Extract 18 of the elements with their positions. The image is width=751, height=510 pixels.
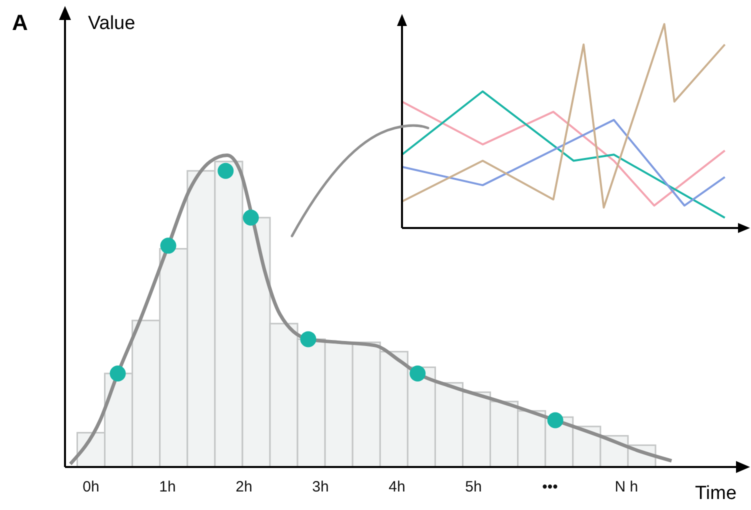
x-tick-label: 2h (236, 478, 252, 496)
x-tick-label: 1h (159, 478, 176, 496)
x-tick-label: 3h (312, 478, 329, 496)
x-tick-label: 4h (388, 478, 406, 496)
x-tick-label: 5h (465, 478, 482, 496)
x-tick-label: ••• (542, 478, 558, 496)
x-tick-label: N h (614, 478, 638, 496)
point (410, 365, 426, 382)
point (160, 238, 176, 254)
chart-title: A (12, 10, 28, 36)
x-axis-title: Time (695, 483, 737, 505)
point (547, 412, 564, 428)
point (242, 210, 259, 226)
point (300, 331, 316, 348)
point (218, 162, 234, 179)
y-axis-title: Value (88, 13, 136, 35)
point (110, 365, 126, 382)
x-tick-label: 0h (82, 478, 100, 496)
